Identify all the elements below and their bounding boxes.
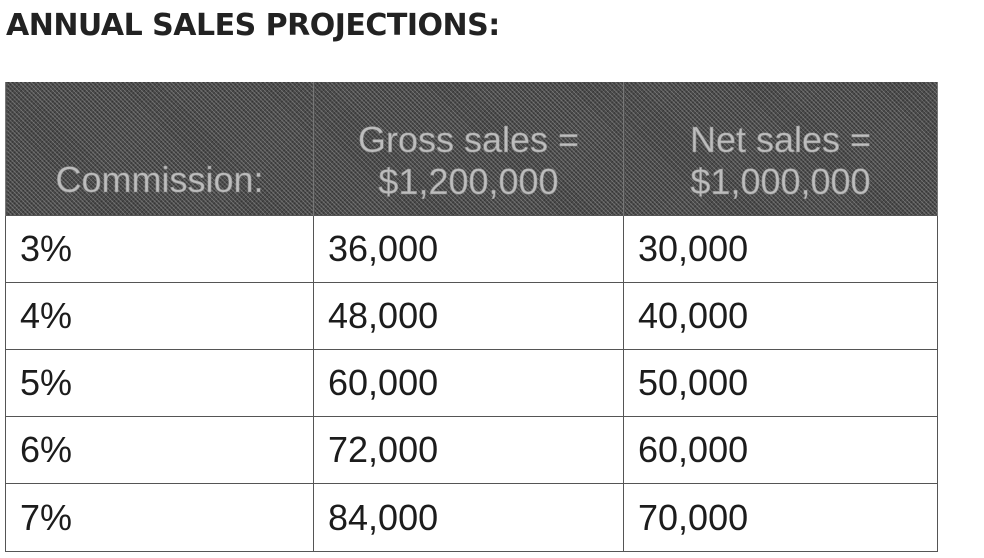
header-commission: Commission: — [5, 82, 314, 216]
header-net-sales-line1: Net sales = — [689, 119, 872, 161]
sales-projections-table-container: Commission: Gross sales = $1,200,000 Net… — [5, 82, 938, 552]
table-body: 3% 36,000 30,000 4% 48,000 40,000 5% 60,… — [5, 215, 938, 552]
gross-sales-cell: 60,000 — [313, 349, 624, 417]
gross-sales-cell: 84,000 — [313, 483, 624, 552]
net-sales-cell: 50,000 — [623, 349, 938, 417]
gross-sales-cell: 36,000 — [313, 215, 624, 283]
commission-cell: 5% — [5, 349, 314, 417]
page-title: ANNUAL SALES PROJECTIONS: — [6, 8, 500, 43]
commission-cell: 7% — [5, 483, 314, 552]
table-row: 3% 36,000 30,000 — [5, 215, 938, 283]
table-header: Commission: Gross sales = $1,200,000 Net… — [5, 82, 938, 216]
header-gross-sales: Gross sales = $1,200,000 — [313, 82, 624, 216]
header-net-sales-line2: $1,000,000 — [690, 161, 871, 203]
header-gross-sales-line2: $1,200,000 — [378, 161, 559, 203]
gross-sales-cell: 72,000 — [313, 416, 624, 484]
gross-sales-cell: 48,000 — [313, 282, 624, 350]
table-row: 5% 60,000 50,000 — [5, 349, 938, 417]
commission-cell: 6% — [5, 416, 314, 484]
net-sales-cell: 30,000 — [623, 215, 938, 283]
net-sales-cell: 60,000 — [623, 416, 938, 484]
net-sales-cell: 40,000 — [623, 282, 938, 350]
header-net-sales: Net sales = $1,000,000 — [623, 82, 938, 216]
commission-cell: 3% — [5, 215, 314, 283]
header-row: Commission: Gross sales = $1,200,000 Net… — [5, 82, 938, 216]
header-gross-sales-line1: Gross sales = — [357, 119, 580, 161]
net-sales-cell: 70,000 — [623, 483, 938, 552]
table-row: 6% 72,000 60,000 — [5, 416, 938, 484]
header-commission-label: Commission: — [55, 159, 264, 201]
table-row: 7% 84,000 70,000 — [5, 483, 938, 552]
table-row: 4% 48,000 40,000 — [5, 282, 938, 350]
sales-projections-table: Commission: Gross sales = $1,200,000 Net… — [5, 82, 938, 552]
commission-cell: 4% — [5, 282, 314, 350]
